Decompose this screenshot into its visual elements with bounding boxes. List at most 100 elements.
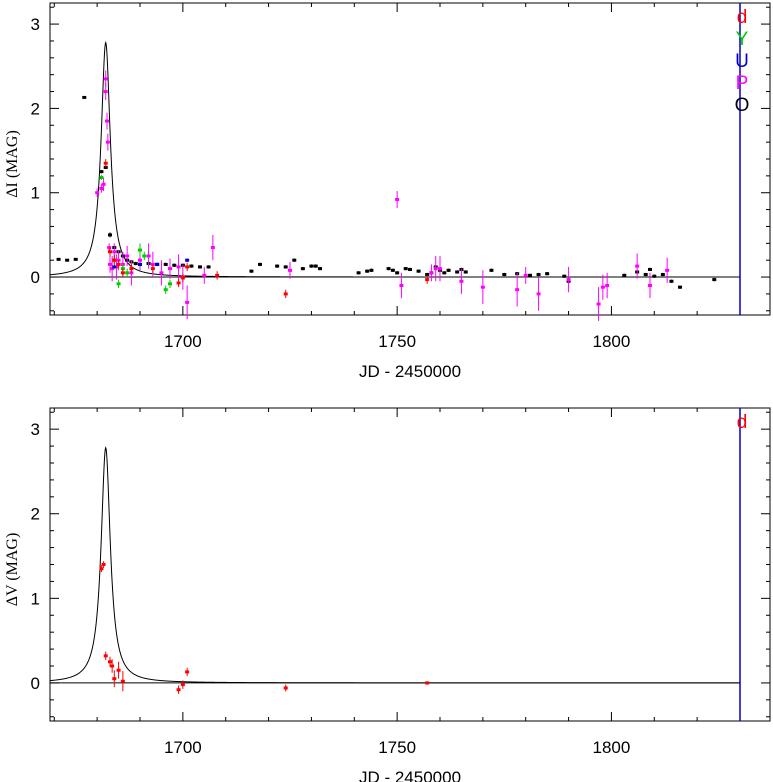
data-point <box>105 119 109 123</box>
plot-frame <box>49 407 771 722</box>
data-point <box>101 563 106 566</box>
data-point <box>73 257 78 261</box>
data-point <box>545 272 550 276</box>
data-point <box>108 233 112 237</box>
data-point <box>442 271 447 275</box>
data-point <box>120 679 125 683</box>
data-point <box>101 182 106 186</box>
data-point <box>648 267 652 271</box>
data-point <box>433 267 438 271</box>
data-point <box>562 274 567 278</box>
data-point <box>125 271 130 275</box>
data-point <box>446 268 451 272</box>
data-point <box>215 273 220 277</box>
data-point <box>425 273 430 277</box>
data-point <box>142 254 147 258</box>
data-point <box>56 257 61 261</box>
data-point <box>129 267 134 271</box>
legend-entry: d <box>737 7 748 28</box>
y-axis-title: ΔI (MAG) <box>4 130 21 198</box>
data-point <box>105 140 110 144</box>
data-point <box>425 681 430 685</box>
data-point <box>176 688 181 692</box>
data-point <box>712 278 717 282</box>
data-point <box>99 170 104 174</box>
data-point <box>283 265 288 269</box>
data-point <box>399 283 404 287</box>
y-tick-label: 0 <box>31 674 40 693</box>
data-point <box>438 267 442 271</box>
data-point <box>150 267 155 271</box>
data-point <box>622 273 627 277</box>
data-point <box>300 267 305 271</box>
data-point <box>99 567 104 571</box>
data-point <box>108 262 112 266</box>
legend-entry: d <box>737 412 748 433</box>
data-point <box>408 267 412 271</box>
data-point <box>660 273 665 277</box>
data-point <box>202 273 207 277</box>
data-point <box>403 267 408 271</box>
data-point <box>258 262 262 266</box>
data-point <box>120 271 125 275</box>
data-point <box>198 265 202 269</box>
data-point <box>116 282 121 286</box>
data-point <box>365 269 370 273</box>
data-point <box>185 265 190 269</box>
data-point <box>99 176 104 180</box>
data-point <box>643 273 648 277</box>
data-point <box>515 288 520 292</box>
data-point <box>390 268 395 272</box>
data-point <box>463 270 468 274</box>
data-point <box>648 283 652 287</box>
data-point <box>502 273 507 277</box>
model-curve <box>49 40 740 278</box>
legend-entry: Y <box>736 29 749 50</box>
data-point <box>99 187 104 191</box>
y-tick-label: 1 <box>31 589 40 608</box>
x-axis-title: JD - 2450000 <box>359 768 461 782</box>
data-point <box>65 258 70 262</box>
data-point <box>206 265 211 269</box>
data-point <box>669 279 674 283</box>
data-point <box>189 264 194 268</box>
data-point <box>566 278 571 282</box>
data-point <box>112 258 117 262</box>
data-point <box>168 267 172 271</box>
data-point <box>536 292 541 296</box>
data-point <box>172 263 177 267</box>
y-tick-label: 0 <box>31 268 40 287</box>
data-point <box>176 281 181 285</box>
x-tick-label: 1800 <box>593 332 631 351</box>
data-point <box>112 677 117 681</box>
data-point <box>138 248 142 252</box>
data-point <box>180 276 185 280</box>
data-point <box>288 268 292 272</box>
x-tick-label: 1750 <box>378 738 416 757</box>
data-point <box>455 270 460 274</box>
data-point <box>176 265 181 269</box>
data-point <box>155 262 160 266</box>
data-point <box>185 258 190 262</box>
data-point <box>605 283 610 287</box>
data-point <box>163 288 168 292</box>
legend-entry: O <box>735 95 750 116</box>
data-point <box>168 282 172 286</box>
data-point <box>523 273 528 277</box>
data-point <box>95 191 100 195</box>
data-point <box>138 262 142 266</box>
data-point <box>416 269 421 273</box>
data-point <box>82 95 87 99</box>
x-tick-label: 1700 <box>164 332 202 351</box>
y-tick-label: 2 <box>31 99 40 118</box>
y-axis-title: ΔV (MAG) <box>4 533 21 607</box>
data-point <box>249 269 254 273</box>
data-point <box>103 654 108 658</box>
data-point <box>395 197 400 201</box>
x-tick-label: 1800 <box>593 738 631 757</box>
x-tick-label: 1750 <box>378 332 416 351</box>
data-point <box>395 271 400 275</box>
data-point <box>425 278 430 282</box>
data-point <box>103 90 108 94</box>
